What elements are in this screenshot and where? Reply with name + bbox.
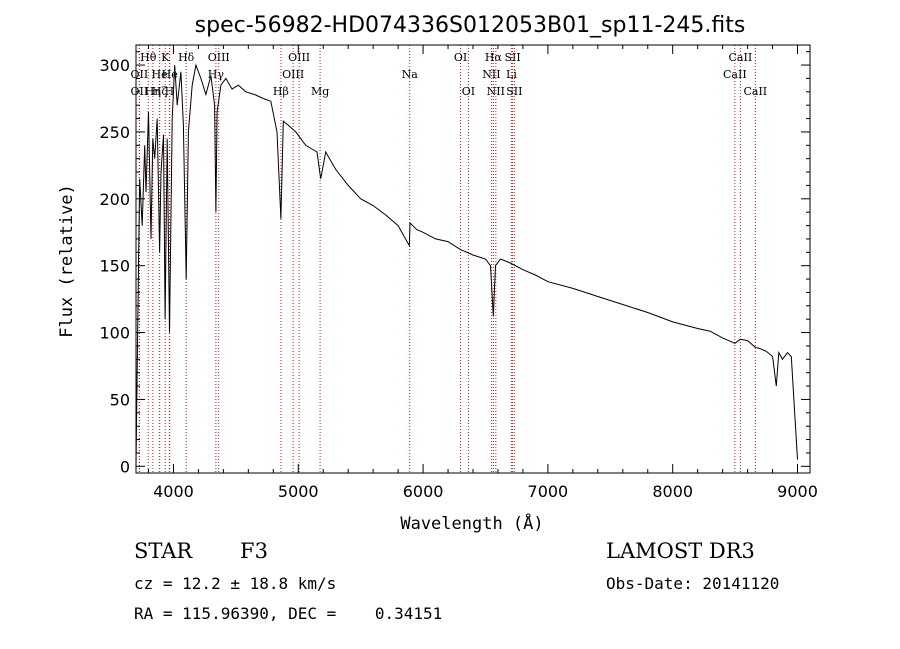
x-axis-label: Wavelength (Å) xyxy=(400,512,543,534)
spectral-line-label: SII xyxy=(504,51,520,64)
spectral-line-label: CaII xyxy=(743,85,767,98)
y-tick-label: 50 xyxy=(110,390,130,409)
y-tick-label: 250 xyxy=(99,123,130,142)
y-tick-label: 0 xyxy=(120,457,130,476)
spectral-line-label: Hζ xyxy=(152,85,168,98)
x-axis-ticks: 4000 5000 6000 7000 8000 9000 xyxy=(147,45,818,501)
spectral-line-label: CaII xyxy=(729,51,753,64)
x-tick-label: 8000 xyxy=(652,482,693,501)
chart-title: spec-56982-HD074336S012053B01_sp11-245.f… xyxy=(195,13,746,38)
y-tick-label: 200 xyxy=(99,190,130,209)
object-class: STAR xyxy=(134,539,193,563)
spectral-line-label: He xyxy=(152,68,168,81)
spectral-line-label: K xyxy=(161,51,170,64)
spectral-line-label: Mg xyxy=(311,85,329,98)
spectral-line-label: H xyxy=(165,85,175,98)
spectral-line-label: NII xyxy=(482,68,500,81)
x-tick-label: 6000 xyxy=(403,482,444,501)
spectral-line-label: OIII xyxy=(288,51,310,64)
y-axis-ticks: 0 50 100 150 200 250 300 xyxy=(99,51,810,476)
spectral-line-label: Hα xyxy=(485,51,503,64)
spectral-line-markers xyxy=(138,45,756,473)
coordinates: RA = 115.96390, DEC = 0.34151 xyxy=(134,604,443,623)
x-tick-label: 7000 xyxy=(528,482,569,501)
x-tick-label: 9000 xyxy=(777,482,818,501)
spectral-line-label: Na xyxy=(402,68,419,81)
y-axis-label: Flux (relative) xyxy=(57,184,77,338)
spectral-line-label: OIII xyxy=(282,68,304,81)
spectral-line-label: SII xyxy=(506,85,522,98)
y-tick-label: 100 xyxy=(99,324,130,343)
spectral-line-label: OI xyxy=(462,85,475,98)
object-subclass: F3 xyxy=(240,539,268,563)
spectral-line-label: Hθ xyxy=(140,51,157,64)
spectral-line-label: Li xyxy=(506,68,517,81)
spectral-line-label: OI xyxy=(454,51,467,64)
x-tick-label: 4000 xyxy=(153,482,194,501)
spectral-line-label: OII xyxy=(131,68,149,81)
plot-frame xyxy=(135,44,811,474)
spectral-line-label: OIII xyxy=(208,51,230,64)
spectral-line-label: Hη xyxy=(145,85,161,98)
flux-series-line xyxy=(135,63,798,467)
survey-name: LAMOST DR3 xyxy=(606,539,755,563)
spectral-line-label: Hδ xyxy=(178,51,195,64)
y-tick-label: 300 xyxy=(99,56,130,75)
x-tick-label: 5000 xyxy=(278,482,319,501)
observation-date: Obs-Date: 20141120 xyxy=(606,574,780,593)
redshift-velocity: cz = 12.2 ± 18.8 km/s xyxy=(134,574,337,593)
y-tick-label: 150 xyxy=(99,257,130,276)
spectral-line-label: NII xyxy=(487,85,505,98)
spectral-line-label: Hβ xyxy=(273,85,289,98)
spectral-line-label: Hγ xyxy=(208,68,225,81)
spectral-line-label: CaII xyxy=(723,68,747,81)
